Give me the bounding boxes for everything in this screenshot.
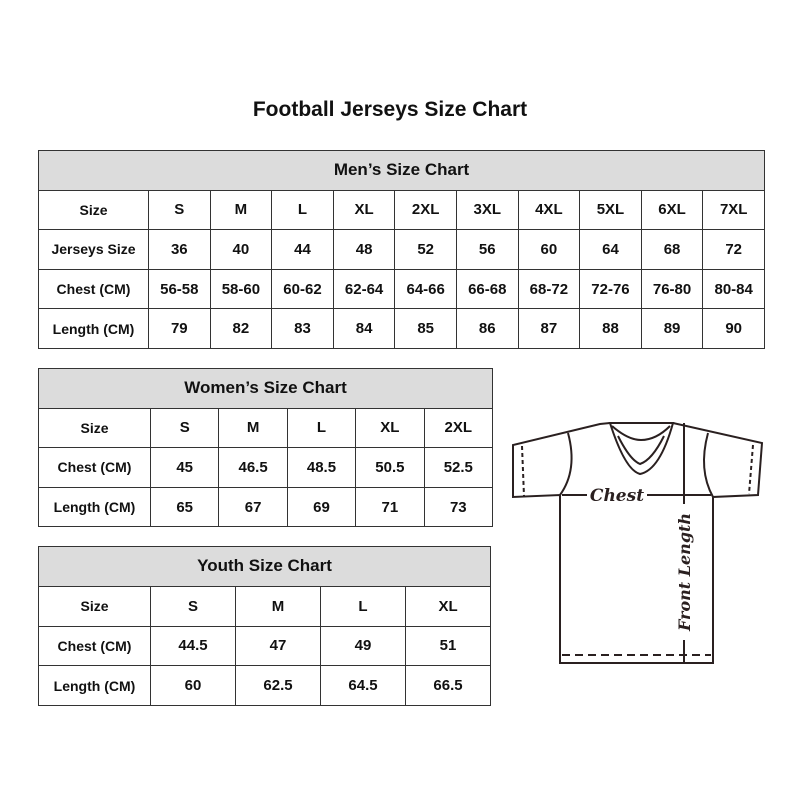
table-cell: 82 bbox=[209, 308, 273, 349]
row-label: Size bbox=[38, 585, 151, 627]
table-cell: 90 bbox=[702, 308, 766, 349]
table-cell: XL bbox=[355, 407, 425, 449]
table-cell: 64.5 bbox=[320, 665, 406, 707]
table-cell: 68 bbox=[640, 229, 704, 270]
table-cell: XL bbox=[404, 585, 492, 627]
jersey-outline bbox=[512, 422, 764, 664]
table-cell: 60-62 bbox=[271, 268, 334, 310]
womens-size-table: Women’s Size Chart Size S M L XL 2XL Chest (CM)… bbox=[37, 368, 494, 528]
table-cell: M bbox=[235, 585, 321, 627]
table-cell: 71 bbox=[355, 486, 425, 528]
right-sleeve-hem bbox=[748, 444, 754, 495]
table-cell: 80-84 bbox=[702, 268, 766, 310]
table-cell: 66.5 bbox=[404, 665, 492, 707]
table-cell: 88 bbox=[579, 308, 642, 349]
table-cell: 2XL bbox=[423, 407, 494, 449]
chest-label: Chest bbox=[590, 486, 644, 506]
table-cell: 67 bbox=[218, 486, 288, 528]
table-cell: XL bbox=[332, 189, 396, 231]
table-cell: 51 bbox=[404, 625, 492, 667]
table-cell: M bbox=[218, 407, 288, 449]
table-cell: 85 bbox=[394, 308, 457, 349]
table-cell: 72-76 bbox=[579, 268, 642, 310]
table-cell: 60 bbox=[150, 665, 236, 707]
table-cell: 65 bbox=[149, 486, 220, 528]
table-cell: 62-64 bbox=[332, 268, 396, 310]
table-cell: 66-68 bbox=[455, 268, 519, 310]
table-row: Size S M L XL bbox=[38, 585, 492, 627]
table-cell: 44 bbox=[271, 229, 334, 270]
left-sleeve-seam bbox=[559, 432, 573, 496]
table-cell: 79 bbox=[148, 308, 211, 349]
right-sleeve-seam bbox=[703, 432, 714, 498]
table-row: Size S M L XL 2XL bbox=[38, 407, 494, 449]
table-cell: 45 bbox=[149, 447, 220, 488]
table-cell: 48.5 bbox=[286, 447, 357, 488]
table-cell: 62.5 bbox=[235, 665, 321, 707]
youth-size-table: Youth Size Chart Size S M L XL Chest (CM) 44.5 4… bbox=[37, 546, 492, 707]
row-label: Chest (CM) bbox=[38, 625, 151, 667]
table-cell: 36 bbox=[148, 229, 211, 270]
row-label: Length (CM) bbox=[38, 308, 149, 349]
row-label: Size bbox=[38, 189, 149, 231]
table-cell: 50.5 bbox=[355, 447, 425, 488]
row-label: Chest (CM) bbox=[38, 447, 151, 488]
table-row: Jerseys Size 36 40 44 48 52 56 60 64 68 72 bbox=[38, 229, 766, 270]
mens-size-table: Men’s Size Chart Size S M L XL 2XL 3XL 4XL 5XL 6XL… bbox=[37, 150, 766, 349]
row-label: Jerseys Size bbox=[38, 229, 149, 270]
table-cell: 73 bbox=[423, 486, 494, 528]
collar-inner bbox=[611, 425, 671, 466]
women-table-heading: Women’s Size Chart bbox=[37, 368, 494, 409]
table-row: Length (CM) 60 62.5 64.5 66.5 bbox=[38, 665, 492, 707]
row-label: Length (CM) bbox=[38, 486, 151, 528]
table-cell: 76-80 bbox=[640, 268, 704, 310]
table-cell: 60 bbox=[517, 229, 581, 270]
table-cell: S bbox=[150, 585, 236, 627]
table-cell: 48 bbox=[332, 229, 396, 270]
table-cell: 84 bbox=[332, 308, 396, 349]
collar-outer bbox=[608, 422, 675, 476]
men-table-heading: Men’s Size Chart bbox=[37, 150, 766, 191]
table-cell: 40 bbox=[209, 229, 273, 270]
table-cell: 87 bbox=[517, 308, 581, 349]
table-cell: 49 bbox=[320, 625, 406, 667]
left-sleeve-hem bbox=[521, 445, 525, 497]
youth-table-heading: Youth Size Chart bbox=[37, 546, 492, 587]
table-cell: L bbox=[320, 585, 406, 627]
table-row: Length (CM) 65 67 69 71 73 bbox=[38, 486, 494, 528]
table-cell: 7XL bbox=[702, 189, 766, 231]
table-row: Chest (CM) 44.5 47 49 51 bbox=[38, 625, 492, 667]
table-cell: 86 bbox=[455, 308, 519, 349]
row-label: Size bbox=[38, 407, 151, 449]
table-cell: L bbox=[271, 189, 334, 231]
table-cell: 68-72 bbox=[517, 268, 581, 310]
front-length-label: Front Length bbox=[675, 513, 694, 632]
table-row: Chest (CM) 45 46.5 48.5 50.5 52.5 bbox=[38, 447, 494, 488]
table-cell: 56-58 bbox=[148, 268, 211, 310]
table-cell: 6XL bbox=[640, 189, 704, 231]
table-cell: 52.5 bbox=[423, 447, 494, 488]
page-title: Football Jerseys Size Chart bbox=[252, 98, 528, 121]
table-cell: 44.5 bbox=[150, 625, 236, 667]
table-cell: 47 bbox=[235, 625, 321, 667]
table-cell: L bbox=[286, 407, 357, 449]
table-cell: 69 bbox=[286, 486, 357, 528]
table-cell: 5XL bbox=[579, 189, 642, 231]
table-row: Size S M L XL 2XL 3XL 4XL 5XL 6XL 7XL bbox=[38, 189, 766, 231]
table-row: Length (CM) 79 82 83 84 85 86 87 88 89 90 bbox=[38, 308, 766, 349]
